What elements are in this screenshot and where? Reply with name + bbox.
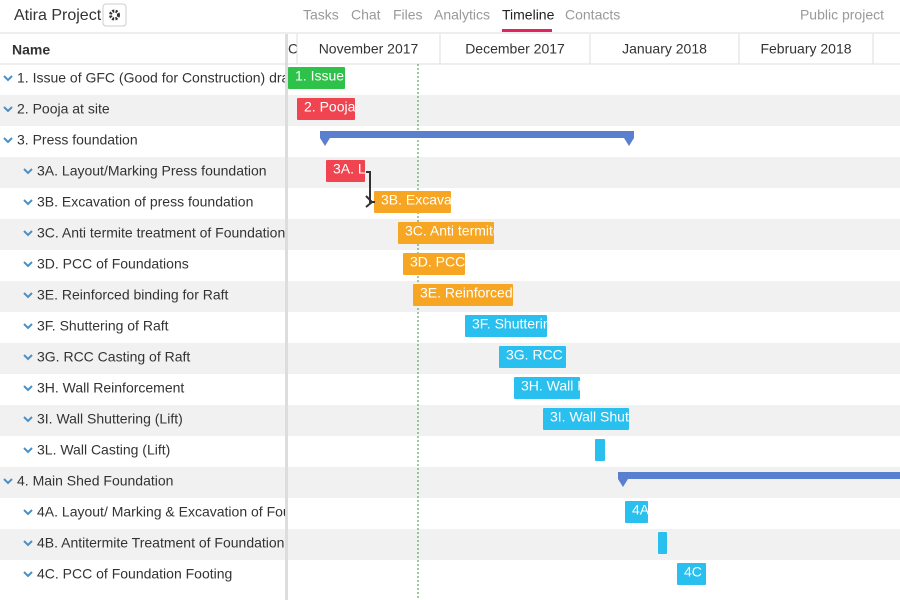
bar-label: 1. Issue [295,68,344,84]
task-bar[interactable] [658,532,667,554]
task-name[interactable]: 1. Issue of GFC (Good for Construction) … [17,70,296,86]
expand-chevron[interactable] [23,323,33,330]
project-title[interactable]: Atira Project [14,7,102,24]
bar-label: 3B. Excava [381,192,452,208]
task-name[interactable]: 3E. Reinforced binding for Raft [37,287,229,303]
month-label: January 2018 [622,41,707,57]
expand-chevron[interactable] [23,509,33,516]
bar-label: 2. Pooja [304,99,356,115]
summary-cap [320,138,330,146]
bar-label: 3A. L [333,161,366,177]
task-name[interactable]: 3F. Shuttering of Raft [37,318,169,334]
task-bar[interactable] [413,284,513,306]
task-name[interactable]: 3A. Layout/Marking Press foundation [37,163,267,179]
bar-label: 3D. PCC [410,254,465,270]
expand-chevron[interactable] [23,292,33,299]
expand-chevron[interactable] [3,478,13,485]
gear-icon [109,9,120,21]
bar-label: 3I. Wall Shutt [550,409,633,425]
task-bar[interactable] [374,191,451,213]
row-bg [0,529,900,560]
bar-label: 3C. Anti termite [405,223,501,239]
task-name[interactable]: 2. Pooja at site [17,101,110,117]
splitter[interactable] [285,34,288,600]
month-label: C [288,41,298,57]
active-tab-underline [502,29,552,32]
task-bar[interactable] [398,222,494,244]
task-bar[interactable] [543,408,629,430]
expand-chevron[interactable] [23,230,33,237]
expand-chevron[interactable] [23,571,33,578]
expand-chevron[interactable] [23,385,33,392]
task-bar[interactable] [514,377,580,399]
summary-bar[interactable] [618,472,900,479]
row-bg [0,157,900,188]
tab[interactable]: Analytics [434,7,490,23]
task-name[interactable]: 3B. Excavation of press foundation [37,194,253,210]
bar-label: 4A [632,502,650,518]
month-label: November 2017 [319,41,419,57]
rows: 1. Issue of GFC (Good for Construction) … [0,70,900,582]
bar-label: 3F. Shutterin [472,316,551,332]
task-name[interactable]: 3L. Wall Casting (Lift) [37,442,170,458]
expand-chevron[interactable] [23,168,33,175]
expand-chevron[interactable] [23,354,33,361]
tab[interactable]: Contacts [565,7,620,23]
expand-chevron[interactable] [23,540,33,547]
task-bar[interactable] [403,253,465,275]
expand-chevron[interactable] [3,106,13,113]
visibility[interactable]: Public project [800,7,884,23]
task-bar[interactable] [595,439,605,461]
task-bar[interactable] [465,315,547,337]
task-name[interactable]: 4C. PCC of Foundation Footing [37,566,232,582]
bar-label: 3G. RCC [506,347,563,363]
task-name[interactable]: 3H. Wall Reinforcement [37,380,184,396]
task-bar[interactable] [297,98,355,120]
summary-bar[interactable] [320,131,634,138]
task-bar[interactable] [499,346,566,368]
name-column: Name [12,42,50,58]
tab[interactable]: Tasks [303,7,339,23]
month-label: December 2017 [465,41,565,57]
task-name[interactable]: 3. Press foundation [17,132,138,148]
task-name[interactable]: 4A. Layout/ Marking & Excavation of Four [37,504,296,520]
topbar [0,0,900,33]
expand-chevron[interactable] [3,75,13,82]
expand-chevron[interactable] [23,447,33,454]
task-name[interactable]: 3G. RCC Casting of Raft [37,349,190,365]
month-label: February 2018 [760,41,851,57]
tab[interactable]: Chat [351,7,381,23]
task-bar[interactable] [625,501,648,523]
task-name[interactable]: 4. Main Shed Foundation [17,473,173,489]
task-name[interactable]: 3D. PCC of Foundations [37,256,189,272]
expand-chevron[interactable] [23,261,33,268]
tab[interactable]: Timeline [502,7,555,23]
bars: 1. Issue 2. Pooja 3A. L 3B. Excava 3C. Anti … [288,67,900,585]
row-bg [0,405,900,436]
bar-label: 4C [684,564,702,580]
bar-label: 3H. Wall F [521,378,586,394]
bar-label: 3E. Reinforced [420,285,513,301]
grid-header [0,34,900,64]
tab[interactable]: Files [393,7,423,23]
expand-chevron[interactable] [23,199,33,206]
row-bg [0,95,900,126]
task-bar[interactable] [288,67,345,89]
task-name[interactable]: 3I. Wall Shuttering (Lift) [37,411,183,427]
expand-chevron[interactable] [23,416,33,423]
task-name[interactable]: 4B. Antitermite Treatment of Foundation [37,535,284,551]
task-name[interactable]: 3C. Anti termite treatment of Foundation [37,225,285,241]
dependency-arrow [365,171,375,208]
summary-cap [624,138,634,146]
expand-chevron[interactable] [3,137,13,144]
task-bar[interactable] [326,160,365,182]
summary-cap [618,479,628,487]
row-bg [0,343,900,374]
settings-button[interactable] [102,3,127,27]
task-bar[interactable] [677,563,706,585]
